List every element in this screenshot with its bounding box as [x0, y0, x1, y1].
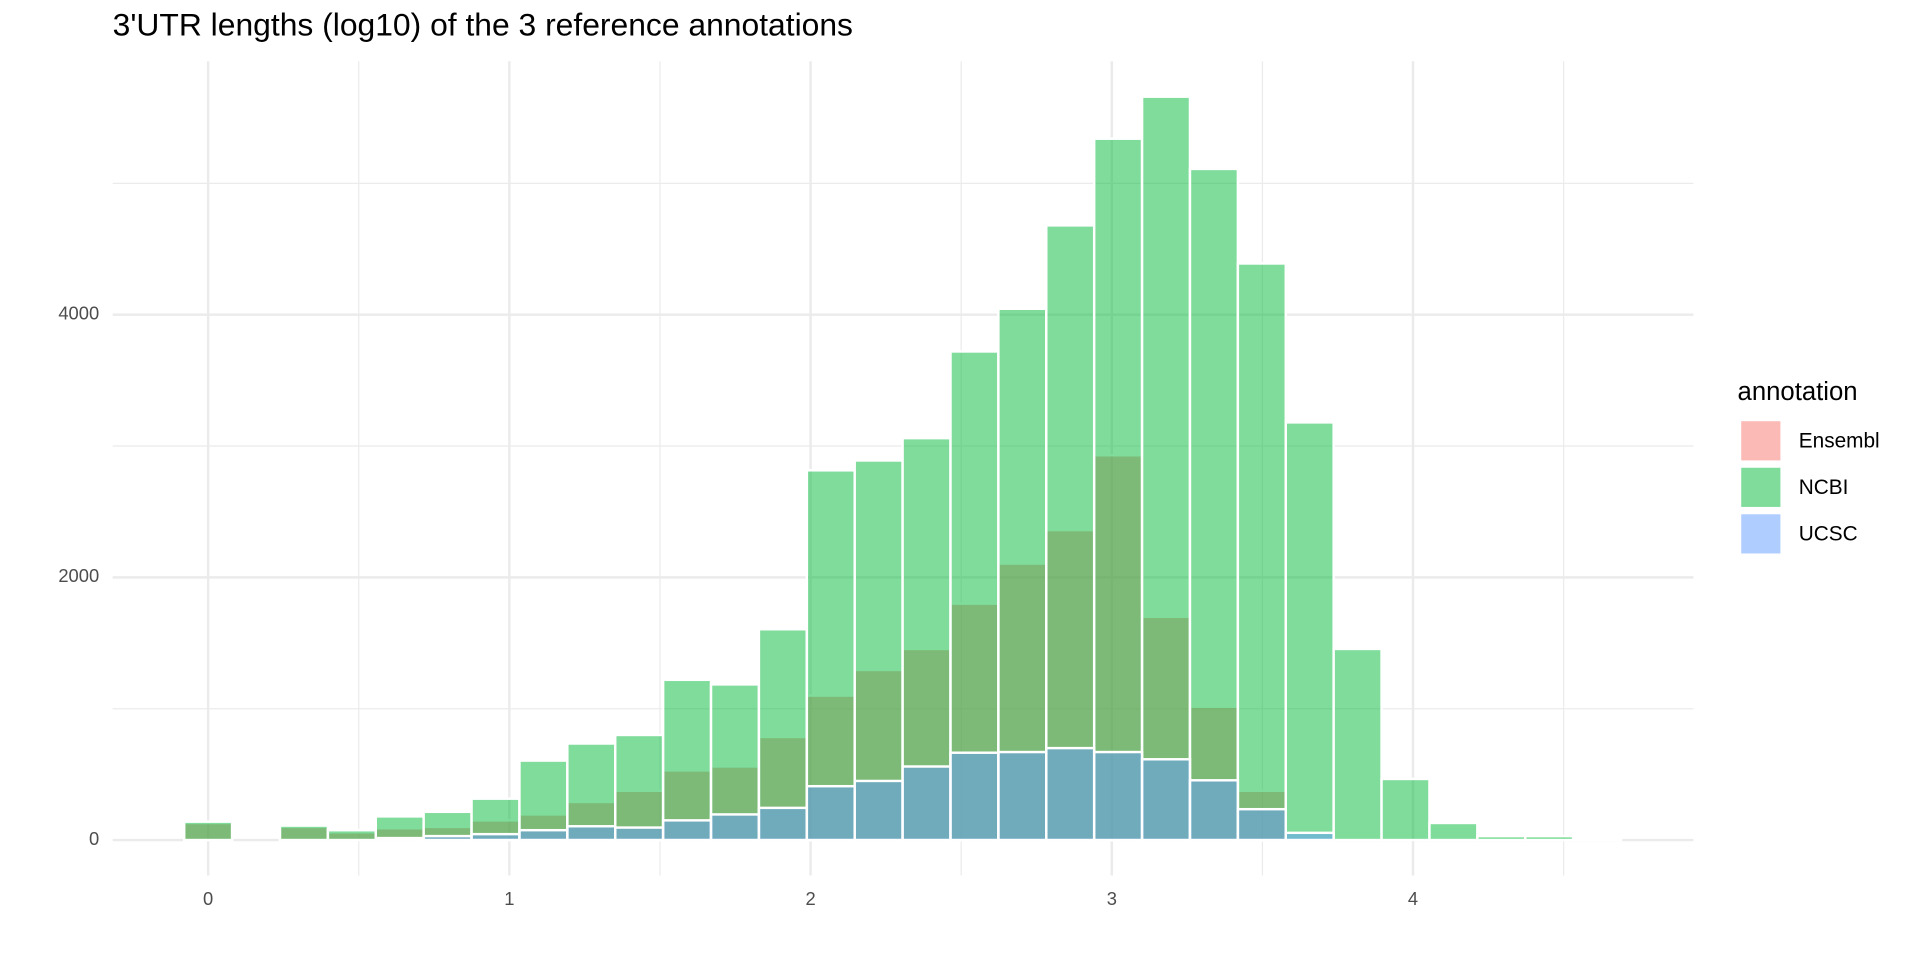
- bar: [374, 836, 425, 842]
- bar: [470, 832, 521, 842]
- legend-swatch: [1738, 465, 1783, 510]
- legend-label: NCBI: [1799, 476, 1849, 499]
- bar: [1476, 834, 1527, 842]
- bar: [1284, 421, 1335, 842]
- x-tick-label: 0: [203, 888, 213, 909]
- y-tick-label: 0: [89, 828, 99, 849]
- bar: [518, 759, 569, 842]
- legend-swatch: [1738, 418, 1783, 463]
- bar: [949, 751, 1000, 842]
- bar: [661, 678, 713, 842]
- legend-label: UCSC: [1799, 523, 1858, 546]
- bar: [1188, 167, 1240, 842]
- bar: [709, 813, 761, 842]
- x-tick-label: 2: [805, 888, 815, 909]
- bar: [661, 819, 713, 842]
- bar: [1236, 807, 1287, 842]
- bar: [757, 628, 809, 842]
- bar: [805, 784, 856, 842]
- bar: [1284, 831, 1335, 842]
- bar: [1571, 837, 1623, 842]
- bar: [1380, 777, 1431, 842]
- bar: [853, 459, 904, 842]
- bar: [1045, 746, 1096, 842]
- bar: [326, 828, 377, 842]
- bar: [853, 779, 904, 842]
- bar: [1524, 834, 1575, 842]
- bar: [1332, 647, 1383, 842]
- bar: [805, 469, 856, 842]
- y-tick-label: 4000: [58, 303, 99, 324]
- bar: [278, 824, 330, 842]
- bar: [1092, 137, 1144, 842]
- bar: [566, 825, 617, 842]
- bar: [374, 815, 425, 842]
- bar: [901, 765, 952, 842]
- legend-label: Ensembl: [1799, 430, 1880, 453]
- bar: [566, 742, 617, 842]
- bar: [1092, 750, 1144, 842]
- bar: [182, 820, 234, 842]
- bar: [614, 826, 665, 842]
- chart-title: 3'UTR lengths (log10) of the 3 reference…: [113, 6, 853, 42]
- legend-title: annotation: [1738, 378, 1858, 406]
- x-tick-label: 4: [1408, 888, 1418, 909]
- y-tick-label: 2000: [58, 565, 99, 586]
- bar: [997, 750, 1048, 842]
- x-tick-label: 1: [504, 888, 514, 909]
- bar: [422, 834, 473, 842]
- x-tick-label: 3: [1107, 888, 1117, 909]
- bar: [1188, 779, 1240, 842]
- bar: [1428, 821, 1479, 842]
- bar: [518, 828, 569, 842]
- bar: [1045, 224, 1096, 842]
- bar: [614, 733, 665, 842]
- bar: [757, 806, 809, 842]
- legend-swatch: [1738, 511, 1783, 556]
- bar: [1236, 262, 1287, 842]
- bar: [1140, 95, 1192, 842]
- bar: [1140, 758, 1192, 842]
